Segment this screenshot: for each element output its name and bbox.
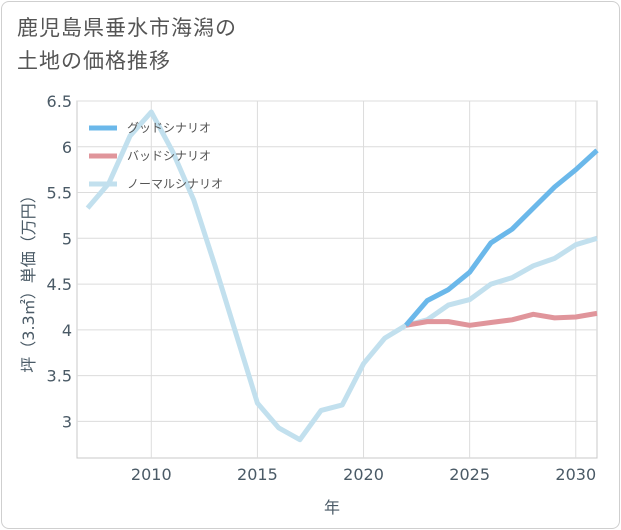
x-tick-label: 2025	[449, 465, 490, 484]
y-tick-label: 5	[62, 229, 72, 248]
x-tick-label: 2010	[131, 465, 172, 484]
y-tick-label: 6.5	[47, 92, 72, 111]
x-tick-label: 2030	[555, 465, 596, 484]
legend-label: ノーマルシナリオ	[127, 177, 223, 191]
legend-label: グッドシナリオ	[127, 121, 211, 135]
y-tick-label: 5.5	[47, 184, 72, 203]
y-tick-label: 3.5	[47, 367, 72, 386]
x-tick-label: 2020	[343, 465, 384, 484]
series-line-1	[405, 310, 598, 328]
series-lines	[85, 109, 599, 443]
chart-title-line-2: 土地の価格推移	[17, 49, 171, 73]
chart-title-line-1: 鹿児島県垂水市海潟の	[17, 16, 237, 40]
series-line-2	[85, 109, 598, 443]
series-line-0	[404, 148, 599, 327]
y-tick-label: 6	[62, 138, 72, 157]
y-tick-label: 4	[62, 321, 72, 340]
x-axis-title: 年	[324, 498, 340, 517]
legend-label: バッドシナリオ	[127, 149, 211, 163]
y-tick-label: 3	[62, 412, 72, 431]
y-tick-label: 4.5	[47, 275, 72, 294]
x-tick-label: 2015	[237, 465, 278, 484]
y-axis-title: 坪（3.3㎡）単価（万円）	[19, 187, 38, 372]
chart-title: 鹿児島県垂水市海潟の 土地の価格推移	[17, 12, 237, 78]
tick-labels: 2010 2015 2020 2025 2030 3 3.5 4 4.5 5 5.5 6 6.5	[47, 92, 597, 484]
